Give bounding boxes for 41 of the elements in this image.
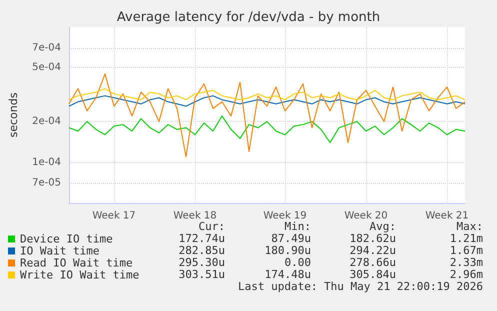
text: Avg: bbox=[370, 220, 396, 233]
y-tick-label: 1e-04 bbox=[32, 156, 61, 168]
text: 180.90u bbox=[264, 244, 311, 257]
text: 172.74u bbox=[178, 232, 225, 245]
text: 1.67m bbox=[450, 244, 484, 257]
y-tick-label: 7e-04 bbox=[32, 42, 61, 54]
chart-title: Average latency for /dev/vda - by month bbox=[116, 10, 380, 25]
text: 87.49u bbox=[271, 232, 311, 245]
text: 282.85u bbox=[178, 244, 225, 257]
text: 303.51u bbox=[178, 268, 225, 281]
x-tick-label: Week 20 bbox=[344, 210, 388, 222]
text: Min: bbox=[284, 220, 311, 233]
text: Last update: Thu May 21 22:00:19 2026 bbox=[238, 280, 484, 293]
line-series bbox=[68, 115, 466, 144]
text: 2.33m bbox=[450, 256, 484, 269]
x-tick-label: Week 18 bbox=[173, 210, 217, 222]
text: 278.66u bbox=[350, 256, 396, 269]
text: 0.00 bbox=[284, 256, 311, 269]
legend-label: IO Wait time bbox=[20, 244, 100, 258]
line-series bbox=[68, 88, 466, 100]
legend-label: Device IO time bbox=[20, 232, 113, 246]
legend-label: Write IO Wait time bbox=[20, 268, 140, 282]
legend-label: Read IO Wait time bbox=[20, 256, 133, 270]
y-tick-label: 2e-04 bbox=[32, 116, 61, 128]
y-tick-label: 5e-04 bbox=[32, 62, 61, 74]
line-series bbox=[68, 95, 466, 107]
text: 294.22u bbox=[350, 244, 396, 257]
text: 295.30u bbox=[178, 256, 225, 269]
y-tick-label: 7e-05 bbox=[32, 178, 61, 189]
text: Max: bbox=[456, 220, 483, 233]
text: 174.48u bbox=[264, 268, 311, 281]
x-tick-label: Week 21 bbox=[425, 210, 469, 222]
text: 2.96m bbox=[450, 268, 484, 281]
x-tick-label: Week 19 bbox=[263, 210, 307, 222]
text: 1.21m bbox=[450, 232, 484, 245]
y-axis-title: seconds bbox=[7, 92, 20, 138]
x-tick-label: Week 17 bbox=[92, 210, 136, 222]
text: 182.62u bbox=[350, 232, 396, 245]
text: 305.84u bbox=[350, 268, 396, 281]
line-series bbox=[68, 73, 466, 158]
text: Cur: bbox=[198, 220, 225, 233]
